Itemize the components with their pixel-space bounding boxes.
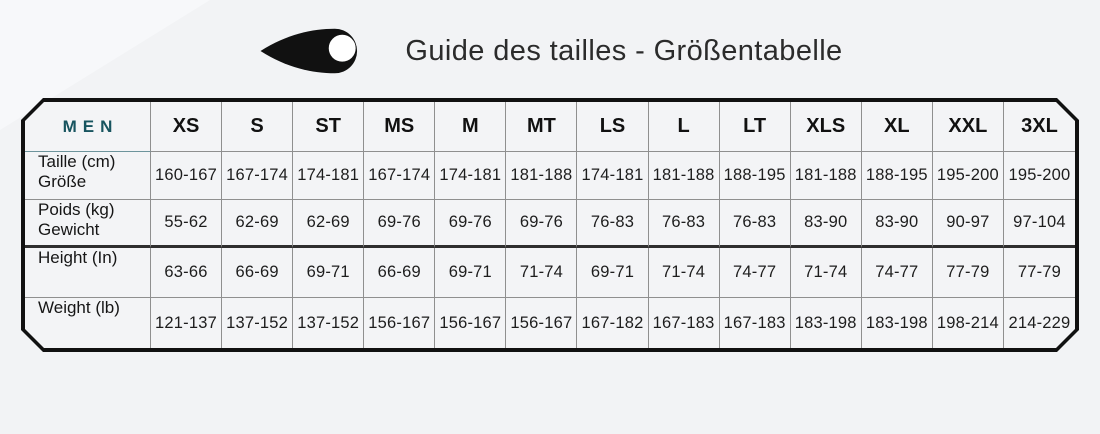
table-cell: 77-79: [933, 248, 1004, 298]
table-cell: 83-90: [791, 200, 862, 248]
size-col-header-lt: LT: [720, 102, 791, 152]
table-cell: 74-77: [862, 248, 933, 298]
size-col-header-xs: XS: [151, 102, 222, 152]
table-cell: 66-69: [364, 248, 435, 298]
row-label-weight-kg: Poids (kg) Gewicht: [25, 200, 151, 248]
table-cell: 174-181: [293, 152, 364, 200]
table-cell: 183-198: [862, 298, 933, 348]
row-label-height-in: Height (In): [25, 248, 151, 298]
size-col-header-xl: XL: [862, 102, 933, 152]
table-cell: 167-183: [649, 298, 720, 348]
table-cell: 66-69: [222, 248, 293, 298]
table-cell: 69-76: [364, 200, 435, 248]
table-cell: 63-66: [151, 248, 222, 298]
table-cell: 74-77: [720, 248, 791, 298]
table-cell: 69-76: [435, 200, 506, 248]
table-cell: 71-74: [791, 248, 862, 298]
table-cell: 198-214: [933, 298, 1004, 348]
row-label-line1: Poids (kg): [38, 200, 115, 219]
row-label-line2: Größe: [38, 172, 87, 192]
row-label-line1: Height (In): [38, 248, 118, 267]
table-cell: 174-181: [435, 152, 506, 200]
table-cell: 69-71: [293, 248, 364, 298]
table-cell: 167-183: [720, 298, 791, 348]
table-cell: 69-71: [435, 248, 506, 298]
table-cell: 137-152: [222, 298, 293, 348]
size-col-header-mt: MT: [506, 102, 577, 152]
table-cell: 76-83: [649, 200, 720, 248]
table-cell: 195-200: [933, 152, 1004, 200]
size-col-header-l: L: [649, 102, 720, 152]
table-cell: 183-198: [791, 298, 862, 348]
table-cell: 83-90: [862, 200, 933, 248]
table-cell: 156-167: [435, 298, 506, 348]
table-cell: 121-137: [151, 298, 222, 348]
size-col-header-xxl: XXL: [933, 102, 1004, 152]
size-col-header-3xl: 3XL: [1004, 102, 1075, 152]
page-header: Guide des tailles - Größentabelle: [0, 0, 1100, 90]
table-cell: 195-200: [1004, 152, 1075, 200]
table-cell: 69-76: [506, 200, 577, 248]
table-cell: 174-181: [577, 152, 648, 200]
table-cell: 167-174: [364, 152, 435, 200]
comet-drop-logo-icon: [257, 25, 381, 77]
row-label-weight-lb: Weight (lb): [25, 298, 151, 348]
row-label-height-cm: Taille (cm) Größe: [25, 152, 151, 200]
size-col-header-ms: MS: [364, 102, 435, 152]
table-cell: 69-71: [577, 248, 648, 298]
table-cell: 181-188: [791, 152, 862, 200]
table-cell: 71-74: [649, 248, 720, 298]
table-cell: 156-167: [364, 298, 435, 348]
table-cell: 76-83: [720, 200, 791, 248]
table-cell: 62-69: [293, 200, 364, 248]
table-cell: 71-74: [506, 248, 577, 298]
row-label-line1: Weight (lb): [38, 298, 120, 317]
table-cell: 97-104: [1004, 200, 1075, 248]
size-col-header-ls: LS: [577, 102, 648, 152]
table-cell: 181-188: [649, 152, 720, 200]
row-label-line1: Taille (cm): [38, 152, 116, 171]
size-table-border: MEN XS S ST MS M MT LS L LT XLS XL XXL 3…: [21, 98, 1079, 352]
size-col-header-s: S: [222, 102, 293, 152]
table-cell: 181-188: [506, 152, 577, 200]
table-cell: 160-167: [151, 152, 222, 200]
table-cell: 167-182: [577, 298, 648, 348]
table-cell: 214-229: [1008, 313, 1071, 332]
table-cell: 55-62: [151, 200, 222, 248]
size-table-surface: MEN XS S ST MS M MT LS L LT XLS XL XXL 3…: [25, 102, 1075, 348]
page-title: Guide des tailles - Größentabelle: [405, 34, 843, 67]
table-cell: 77-79: [1004, 248, 1075, 298]
table-cell: 90-97: [933, 200, 1004, 248]
table-cell: 188-195: [720, 152, 791, 200]
table-cell: 76-83: [577, 200, 648, 248]
size-col-header-m: M: [435, 102, 506, 152]
table-cell: 167-174: [222, 152, 293, 200]
size-col-header-st: ST: [293, 102, 364, 152]
table-cell: 188-195: [862, 152, 933, 200]
table-cell: 137-152: [293, 298, 364, 348]
size-col-header-xls: XLS: [791, 102, 862, 152]
size-table: MEN XS S ST MS M MT LS L LT XLS XL XXL 3…: [25, 102, 1075, 348]
group-header-men: MEN: [25, 102, 151, 152]
table-cell: 62-69: [222, 200, 293, 248]
table-cell: 156-167: [506, 298, 577, 348]
row-label-line2: Gewicht: [38, 220, 100, 240]
